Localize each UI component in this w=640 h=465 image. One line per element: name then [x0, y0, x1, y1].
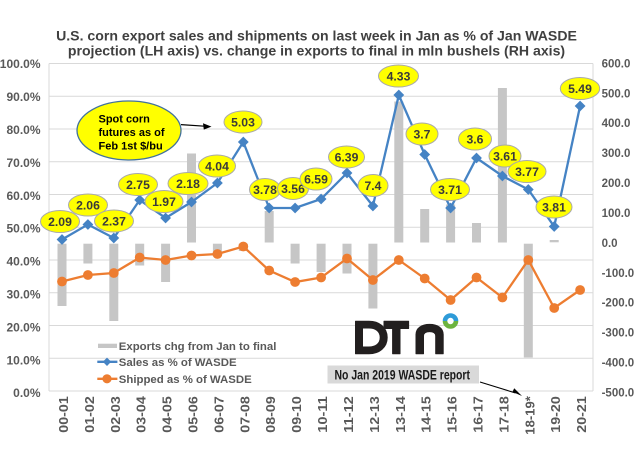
svg-text:3.78: 3.78 [253, 183, 277, 197]
svg-text:70.0%: 70.0% [6, 156, 40, 170]
svg-text:-300.0: -300.0 [602, 328, 635, 340]
svg-text:4.04: 4.04 [205, 159, 229, 173]
svg-text:3.56: 3.56 [281, 182, 305, 196]
svg-text:3.77: 3.77 [515, 165, 539, 179]
svg-text:2.18: 2.18 [176, 177, 200, 191]
svg-text:6.59: 6.59 [304, 172, 328, 186]
svg-text:18-19*: 18-19* [523, 396, 537, 435]
svg-text:11-12: 11-12 [342, 396, 356, 433]
svg-text:3.61: 3.61 [493, 149, 517, 163]
svg-text:17-18: 17-18 [497, 396, 511, 433]
svg-text:15-16: 15-16 [446, 396, 460, 433]
svg-text:Sales as % of WASDE: Sales as % of WASDE [119, 357, 237, 369]
svg-text:200.0: 200.0 [602, 178, 631, 190]
svg-text:03-04: 03-04 [135, 396, 149, 433]
svg-text:06-07: 06-07 [212, 396, 226, 433]
svg-text:13-14: 13-14 [394, 396, 408, 433]
svg-text:19-20: 19-20 [549, 396, 563, 433]
svg-text:No Jan 2019 WASDE report: No Jan 2019 WASDE report [335, 367, 471, 382]
svg-text:400.0: 400.0 [602, 118, 631, 130]
svg-text:80.0%: 80.0% [6, 123, 40, 137]
svg-text:7.4: 7.4 [365, 179, 382, 193]
svg-text:Shipped as % of WASDE: Shipped as % of WASDE [119, 374, 252, 386]
svg-text:30.0%: 30.0% [6, 288, 40, 302]
svg-text:20-21: 20-21 [575, 396, 589, 433]
svg-text:projection (LH axis) vs. chang: projection (LH axis) vs. change in expor… [68, 43, 565, 59]
svg-text:20.0%: 20.0% [6, 320, 40, 334]
svg-text:100.0%: 100.0% [0, 57, 41, 71]
svg-text:5.49: 5.49 [568, 82, 592, 96]
svg-text:Feb 1st $/bu: Feb 1st $/bu [99, 141, 163, 153]
svg-text:3.71: 3.71 [438, 183, 462, 197]
svg-text:40.0%: 40.0% [6, 255, 40, 269]
svg-text:futures as of: futures as of [99, 127, 165, 139]
svg-text:100.0: 100.0 [602, 208, 631, 220]
svg-text:U.S. corn export sales and shi: U.S. corn export sales and shipments on … [56, 27, 577, 43]
svg-text:3.6: 3.6 [467, 132, 484, 146]
svg-text:0.0%: 0.0% [13, 386, 41, 400]
svg-text:3.7: 3.7 [414, 127, 431, 141]
svg-text:-200.0: -200.0 [602, 298, 635, 310]
svg-text:2.37: 2.37 [102, 214, 126, 228]
svg-text:10-11: 10-11 [316, 396, 330, 433]
svg-text:-100.0: -100.0 [602, 268, 635, 280]
svg-text:05-06: 05-06 [187, 396, 201, 433]
svg-text:4.33: 4.33 [387, 69, 411, 83]
svg-text:Exports chg from Jan to final: Exports chg from Jan to final [119, 341, 277, 353]
svg-text:04-05: 04-05 [161, 396, 175, 433]
svg-text:60.0%: 60.0% [6, 189, 40, 203]
svg-text:08-09: 08-09 [264, 396, 278, 433]
svg-text:10.0%: 10.0% [6, 353, 40, 367]
svg-text:50.0%: 50.0% [6, 222, 40, 236]
svg-text:Spot corn: Spot corn [99, 114, 151, 126]
svg-text:12-13: 12-13 [368, 396, 382, 433]
svg-text:2.09: 2.09 [48, 215, 72, 229]
svg-text:1.97: 1.97 [152, 195, 176, 209]
svg-text:09-10: 09-10 [290, 396, 304, 433]
svg-text:07-08: 07-08 [238, 396, 252, 433]
svg-text:2.75: 2.75 [126, 178, 150, 192]
svg-text:-500.0: -500.0 [602, 388, 635, 400]
svg-text:-400.0: -400.0 [602, 358, 635, 370]
svg-text:2.06: 2.06 [76, 198, 100, 212]
svg-text:5.03: 5.03 [231, 115, 255, 129]
svg-text:3.81: 3.81 [542, 200, 566, 214]
svg-text:14-15: 14-15 [420, 396, 434, 433]
svg-text:6.39: 6.39 [335, 150, 359, 164]
svg-text:90.0%: 90.0% [6, 90, 40, 104]
svg-text:16-17: 16-17 [472, 396, 486, 433]
svg-text:02-03: 02-03 [109, 396, 123, 433]
svg-text:600.0: 600.0 [602, 58, 631, 70]
svg-text:300.0: 300.0 [602, 148, 631, 160]
svg-text:01-02: 01-02 [83, 396, 97, 433]
svg-text:500.0: 500.0 [602, 88, 631, 100]
svg-text:0.0: 0.0 [602, 238, 618, 250]
svg-text:00-01: 00-01 [57, 396, 71, 433]
